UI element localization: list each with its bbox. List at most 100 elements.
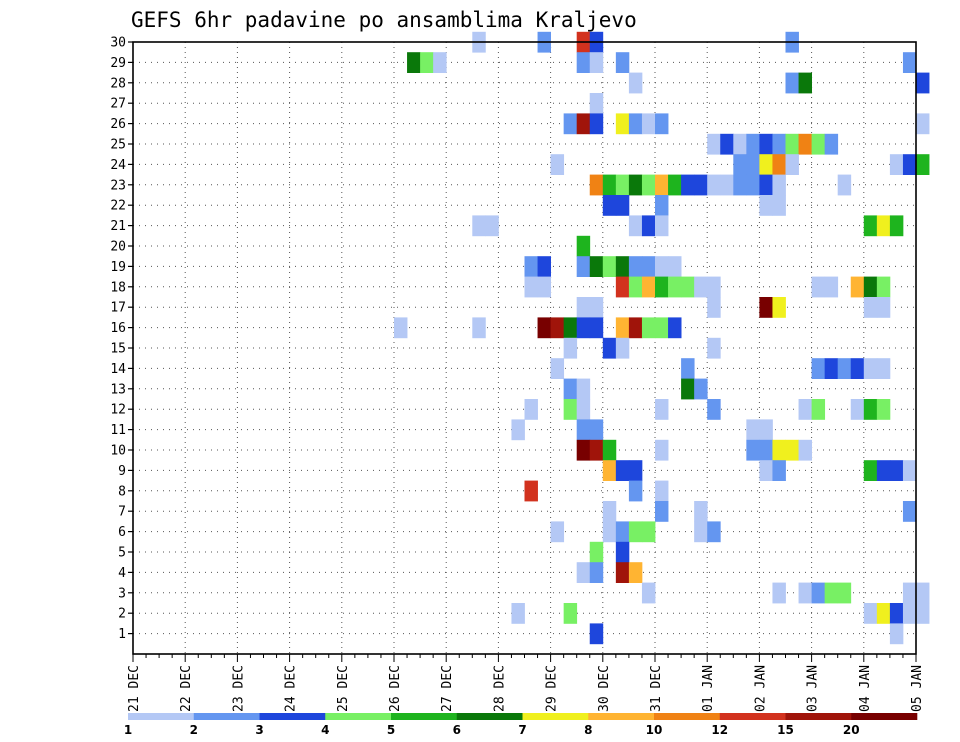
data-cell [655,399,669,420]
data-cell [694,501,708,522]
y-tick-label: 20 [110,240,126,255]
data-cell [589,541,604,563]
data-cell [668,174,682,196]
data-cell [733,154,747,175]
y-tick-label: 21 [110,219,126,234]
legend-label: 8 [584,723,592,737]
legend-swatch [128,713,195,720]
data-cell [889,460,904,481]
data-cell [876,399,891,420]
x-tick-label: 30 DEC [597,665,612,712]
data-cell [602,174,617,196]
legend-label: 10 [646,723,663,737]
data-cell [615,541,630,563]
data-cell [655,439,669,461]
data-cell [576,378,591,400]
data-cell [759,419,773,441]
data-cell [824,358,839,379]
data-cell [707,174,721,196]
data-cell [576,562,591,583]
data-cell [811,276,826,298]
data-cell [589,174,604,196]
data-cell [902,501,917,522]
data-cell [589,562,604,583]
data-cell [889,603,904,624]
y-tick-label: 8 [118,484,126,499]
color-legend: 1 2 3 4 5 6 7 8 10 12 15 20 [124,713,918,737]
data-cell [902,154,917,175]
x-tick-label: 04 JAN [858,665,873,712]
legend-swatch [193,713,260,720]
data-cell [902,460,917,481]
data-cell [615,52,630,73]
x-tick-label: 29 DEC [545,665,560,712]
data-cell [902,603,917,624]
data-cell [863,297,878,318]
data-cell [694,378,708,400]
data-cell [537,317,551,339]
y-tick-label: 1 [118,627,126,642]
data-cell [485,215,499,237]
legend-swatch [391,713,458,720]
data-cell [524,256,538,277]
data-cell [589,256,604,277]
data-cell [628,256,643,277]
data-cell [472,317,486,339]
data-cell [641,317,656,339]
legend-label: 3 [255,723,263,737]
data-cell [785,72,799,94]
legend-label: 4 [321,723,329,737]
data-cell [863,603,878,624]
data-cell [681,276,695,298]
y-tick-label: 15 [110,342,126,357]
data-cell [420,52,434,73]
data-cell [641,215,656,237]
x-tick-label: 01 JAN [701,665,716,712]
data-cell [589,93,604,114]
data-cell [681,378,695,400]
data-cell [772,195,786,216]
data-cell [655,276,669,298]
data-cell [589,52,604,73]
y-tick-label: 28 [110,76,126,91]
data-cell [746,419,760,441]
data-cell [615,521,630,543]
data-cell [889,215,904,237]
data-cell [576,297,591,318]
data-cell [916,113,930,135]
data-cell [916,72,930,94]
data-cell [772,460,786,481]
legend-swatch [456,713,523,720]
data-cell [576,235,591,257]
y-tick-label: 5 [118,546,126,561]
data-cell [694,174,708,196]
data-cell [759,297,773,318]
data-cell [589,297,604,318]
data-cell [655,256,669,277]
data-cells [394,31,930,645]
data-cell [576,399,591,420]
legend-label: 1 [124,723,132,737]
data-cell [916,582,930,604]
legend-swatch [851,713,918,720]
data-cell [863,399,878,420]
x-tick-label: 22 DEC [179,665,194,712]
data-cell [837,174,852,196]
legend-swatch [259,713,326,720]
data-cell [707,399,721,420]
data-cell [863,358,878,379]
legend-label: 15 [777,723,794,737]
data-cell [472,215,486,237]
data-cell [537,256,551,277]
data-cell [602,337,617,359]
data-cell [837,582,852,604]
x-tick-label: 25 DEC [336,665,351,712]
data-cell [589,317,604,339]
data-cell [876,297,891,318]
data-cell [863,276,878,298]
x-axis: 21 DEC 22 DEC 23 DEC 24 DEC 25 DEC 26 DEC 27 D… [127,654,925,712]
data-cell [602,256,617,277]
data-cell [824,133,839,155]
y-tick-label: 14 [110,362,126,377]
y-tick-label: 4 [118,566,126,581]
